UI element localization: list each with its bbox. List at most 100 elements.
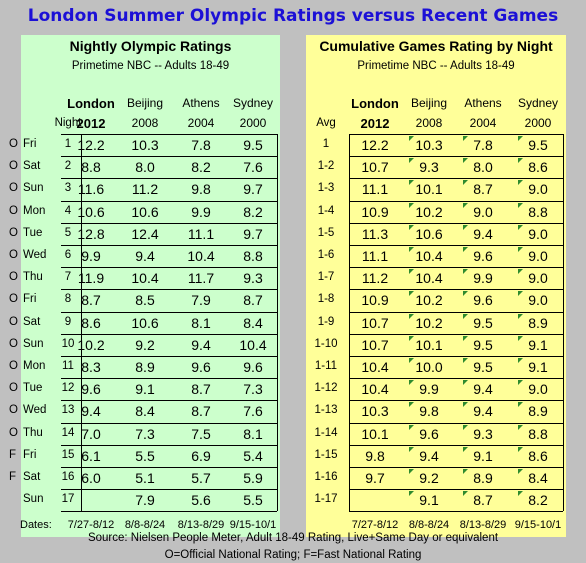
table-cell: 10.4	[415, 248, 443, 264]
row-divider	[61, 289, 277, 291]
row-divider	[349, 444, 563, 446]
cell-marker	[409, 446, 414, 452]
cell-marker	[518, 335, 523, 341]
column-header-line2: 2004	[187, 116, 215, 130]
rating-type-flag: O	[9, 426, 18, 439]
table-cell: 7.8	[191, 137, 211, 153]
cell-marker	[463, 469, 468, 474]
table-cell: 9.4	[191, 336, 211, 353]
cell-marker	[409, 358, 414, 363]
row-divider	[61, 156, 277, 158]
date-range: 7/27-8/12	[67, 519, 115, 531]
column-header-line2: 2000	[239, 116, 267, 130]
row-label: 15	[61, 448, 75, 461]
row-day: Thu	[23, 271, 43, 284]
cell-marker	[518, 202, 523, 208]
cell-marker	[463, 247, 468, 252]
cell-marker	[518, 158, 523, 164]
row-label: 1-16	[314, 471, 338, 483]
table-cell: 9.0	[528, 270, 548, 287]
row-label: 1-3	[317, 182, 335, 195]
row-day: Sat	[23, 315, 41, 328]
row-label: 1-12	[314, 382, 338, 395]
table-cell: 10.4	[361, 359, 389, 375]
table-cell: 12.2	[77, 137, 105, 153]
column-header-line2: 2008	[415, 116, 443, 130]
row-divider	[61, 511, 277, 513]
table-cell: 11.2	[131, 181, 159, 198]
table-cell: 8.4	[135, 403, 155, 420]
row-label: 10	[61, 337, 75, 350]
table-cell: 7.5	[191, 425, 211, 442]
table-cell: 9.0	[528, 292, 548, 309]
table-cell: 9.6	[473, 292, 493, 309]
row-day: Fri	[23, 138, 37, 150]
row-label: 16	[61, 471, 75, 483]
table-cell: 6.0	[81, 470, 101, 486]
row-header-label: Night	[54, 117, 82, 129]
row-label: 1-7	[317, 271, 335, 284]
nightly-ratings-panel: Nightly Olympic Ratings Primetime NBC --…	[20, 35, 280, 537]
row-day: Mon	[23, 360, 46, 372]
cell-marker	[463, 380, 468, 386]
date-range: 9/15-10/1	[229, 519, 277, 531]
row-divider	[349, 489, 563, 491]
table-cell: 8.2	[243, 203, 263, 220]
table-cell: 8.9	[528, 314, 548, 331]
table-cell: 9.6	[81, 381, 101, 398]
table-cell: 12.4	[131, 225, 159, 242]
row-day: Sat	[23, 471, 41, 483]
table-cell: 10.7	[361, 336, 389, 353]
table-cell: 9.6	[473, 248, 493, 264]
row-label: 9	[64, 315, 72, 328]
table-cell: 9.5	[528, 137, 548, 153]
nightly-panel-title: Nightly Olympic Ratings	[69, 38, 232, 54]
table-cell: 9.3	[243, 270, 263, 287]
row-divider	[61, 178, 277, 180]
row-day: Mon	[23, 204, 46, 217]
table-cell: 10.6	[77, 203, 105, 220]
table-cell: 9.6	[191, 359, 211, 375]
row-label: 1-10	[314, 337, 338, 350]
rating-type-flag: O	[9, 160, 18, 173]
row-label: 6	[64, 249, 72, 261]
cell-marker	[518, 402, 523, 408]
cell-marker	[409, 224, 414, 230]
row-label: 13	[61, 404, 75, 417]
table-cell: 6.9	[191, 447, 211, 464]
row-divider	[61, 489, 277, 491]
table-cell: 8.0	[135, 159, 155, 176]
table-cell: 9.7	[243, 181, 263, 198]
row-day: Tue	[23, 382, 43, 395]
table-cell: 8.8	[243, 248, 263, 264]
rating-type-flag: O	[9, 249, 18, 261]
row-day: Wed	[23, 249, 47, 261]
cell-marker	[463, 291, 468, 297]
table-cell: 9.4	[473, 403, 493, 420]
table-cell: 8.7	[473, 492, 493, 509]
table-cell: 8.9	[528, 403, 548, 420]
table-cell: 10.1	[415, 336, 443, 353]
table-cell: 8.8	[528, 203, 548, 220]
row-divider	[349, 289, 563, 291]
cell-marker	[463, 358, 468, 363]
table-cell: 9.5	[243, 137, 263, 153]
table-cell: 5.4	[243, 447, 263, 464]
table-cell: 10.9	[361, 292, 389, 309]
nightly-panel-subtitle: Primetime NBC -- Adults 18-49	[71, 60, 230, 72]
column-header-line2: 2012	[76, 116, 106, 131]
table-cell: 7.9	[135, 492, 155, 509]
cumulative-panel-title: Cumulative Games Rating by Night	[319, 38, 553, 54]
rating-type-flag: O	[9, 271, 18, 284]
table-cell: 10.4	[415, 270, 443, 287]
column-divider	[563, 134, 564, 512]
table-cell: 9.9	[473, 270, 493, 287]
chart-title: London Summer Olympic Ratings versus Rec…	[27, 6, 559, 26]
table-cell: 11.1	[187, 225, 215, 242]
row-label: 14	[61, 426, 75, 439]
cell-marker	[518, 180, 523, 186]
table-cell: 9.8	[191, 181, 211, 198]
rating-type-flag: O	[9, 204, 18, 217]
cell-marker	[463, 402, 468, 408]
column-divider	[81, 134, 82, 512]
